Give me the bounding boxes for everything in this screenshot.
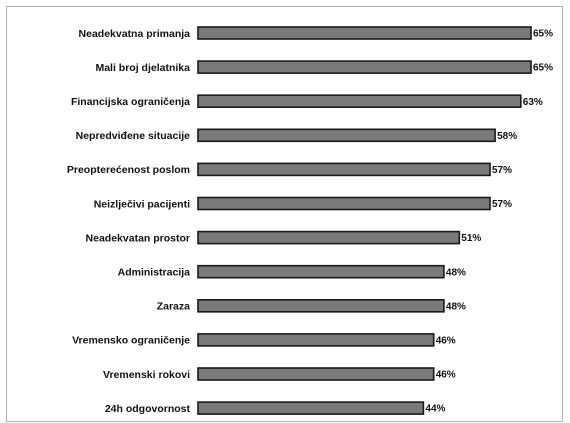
bar-6	[197, 230, 461, 245]
value-label-10: 46%	[436, 370, 456, 381]
chart-frame: Neadekvatna primanja Mali broj djelatnika…	[6, 6, 563, 422]
value-labels-group: 65% 65% 63% 58% 57% 57% 51% 48% 48% 46% 46% 44%	[425, 29, 553, 415]
bars-group	[197, 26, 532, 415]
bar-2	[197, 94, 522, 108]
value-label-11: 44%	[425, 404, 445, 415]
bar-3	[197, 128, 496, 143]
bar-10	[197, 367, 435, 381]
category-label-4: Preopterećenost poslom	[67, 164, 190, 176]
category-label-5: Neizlječivi pacijenti	[94, 198, 190, 210]
bar-1	[197, 60, 532, 74]
value-label-5: 57%	[492, 199, 512, 210]
bar-chart: Neadekvatna primanja Mali broj djelatnika…	[67, 26, 553, 415]
value-label-7: 48%	[446, 267, 466, 278]
category-label-3: Nepredviđene situacije	[76, 130, 191, 142]
value-label-0: 65%	[533, 29, 553, 40]
bar-0	[197, 26, 532, 40]
value-label-9: 46%	[436, 336, 456, 347]
category-label-11: 24h odgovornost	[105, 403, 191, 415]
category-label-1: Mali broj djelatnika	[95, 62, 190, 74]
bar-5	[197, 196, 491, 211]
category-label-9: Vremensko ograničenje	[72, 335, 190, 347]
category-label-10: Vremenski rokovi	[103, 369, 190, 381]
value-label-2: 63%	[523, 97, 543, 108]
value-label-1: 65%	[533, 63, 553, 74]
value-label-3: 58%	[497, 131, 517, 142]
category-labels-group: Neadekvatna primanja Mali broj djelatnika…	[67, 28, 191, 415]
bar-9	[197, 333, 435, 347]
bar-7	[197, 264, 445, 279]
bar-8	[197, 298, 445, 313]
category-label-7: Administracija	[118, 267, 191, 279]
category-label-6: Neadekvatan prostor	[86, 232, 190, 244]
value-label-6: 51%	[461, 233, 481, 244]
category-label-8: Zaraza	[157, 301, 190, 313]
value-label-8: 48%	[446, 301, 466, 312]
category-label-2: Financijska ograničenja	[71, 96, 190, 108]
value-label-4: 57%	[492, 165, 512, 176]
bar-4	[197, 162, 491, 177]
bar-11	[197, 401, 425, 415]
category-label-0: Neadekvatna primanja	[79, 28, 191, 40]
